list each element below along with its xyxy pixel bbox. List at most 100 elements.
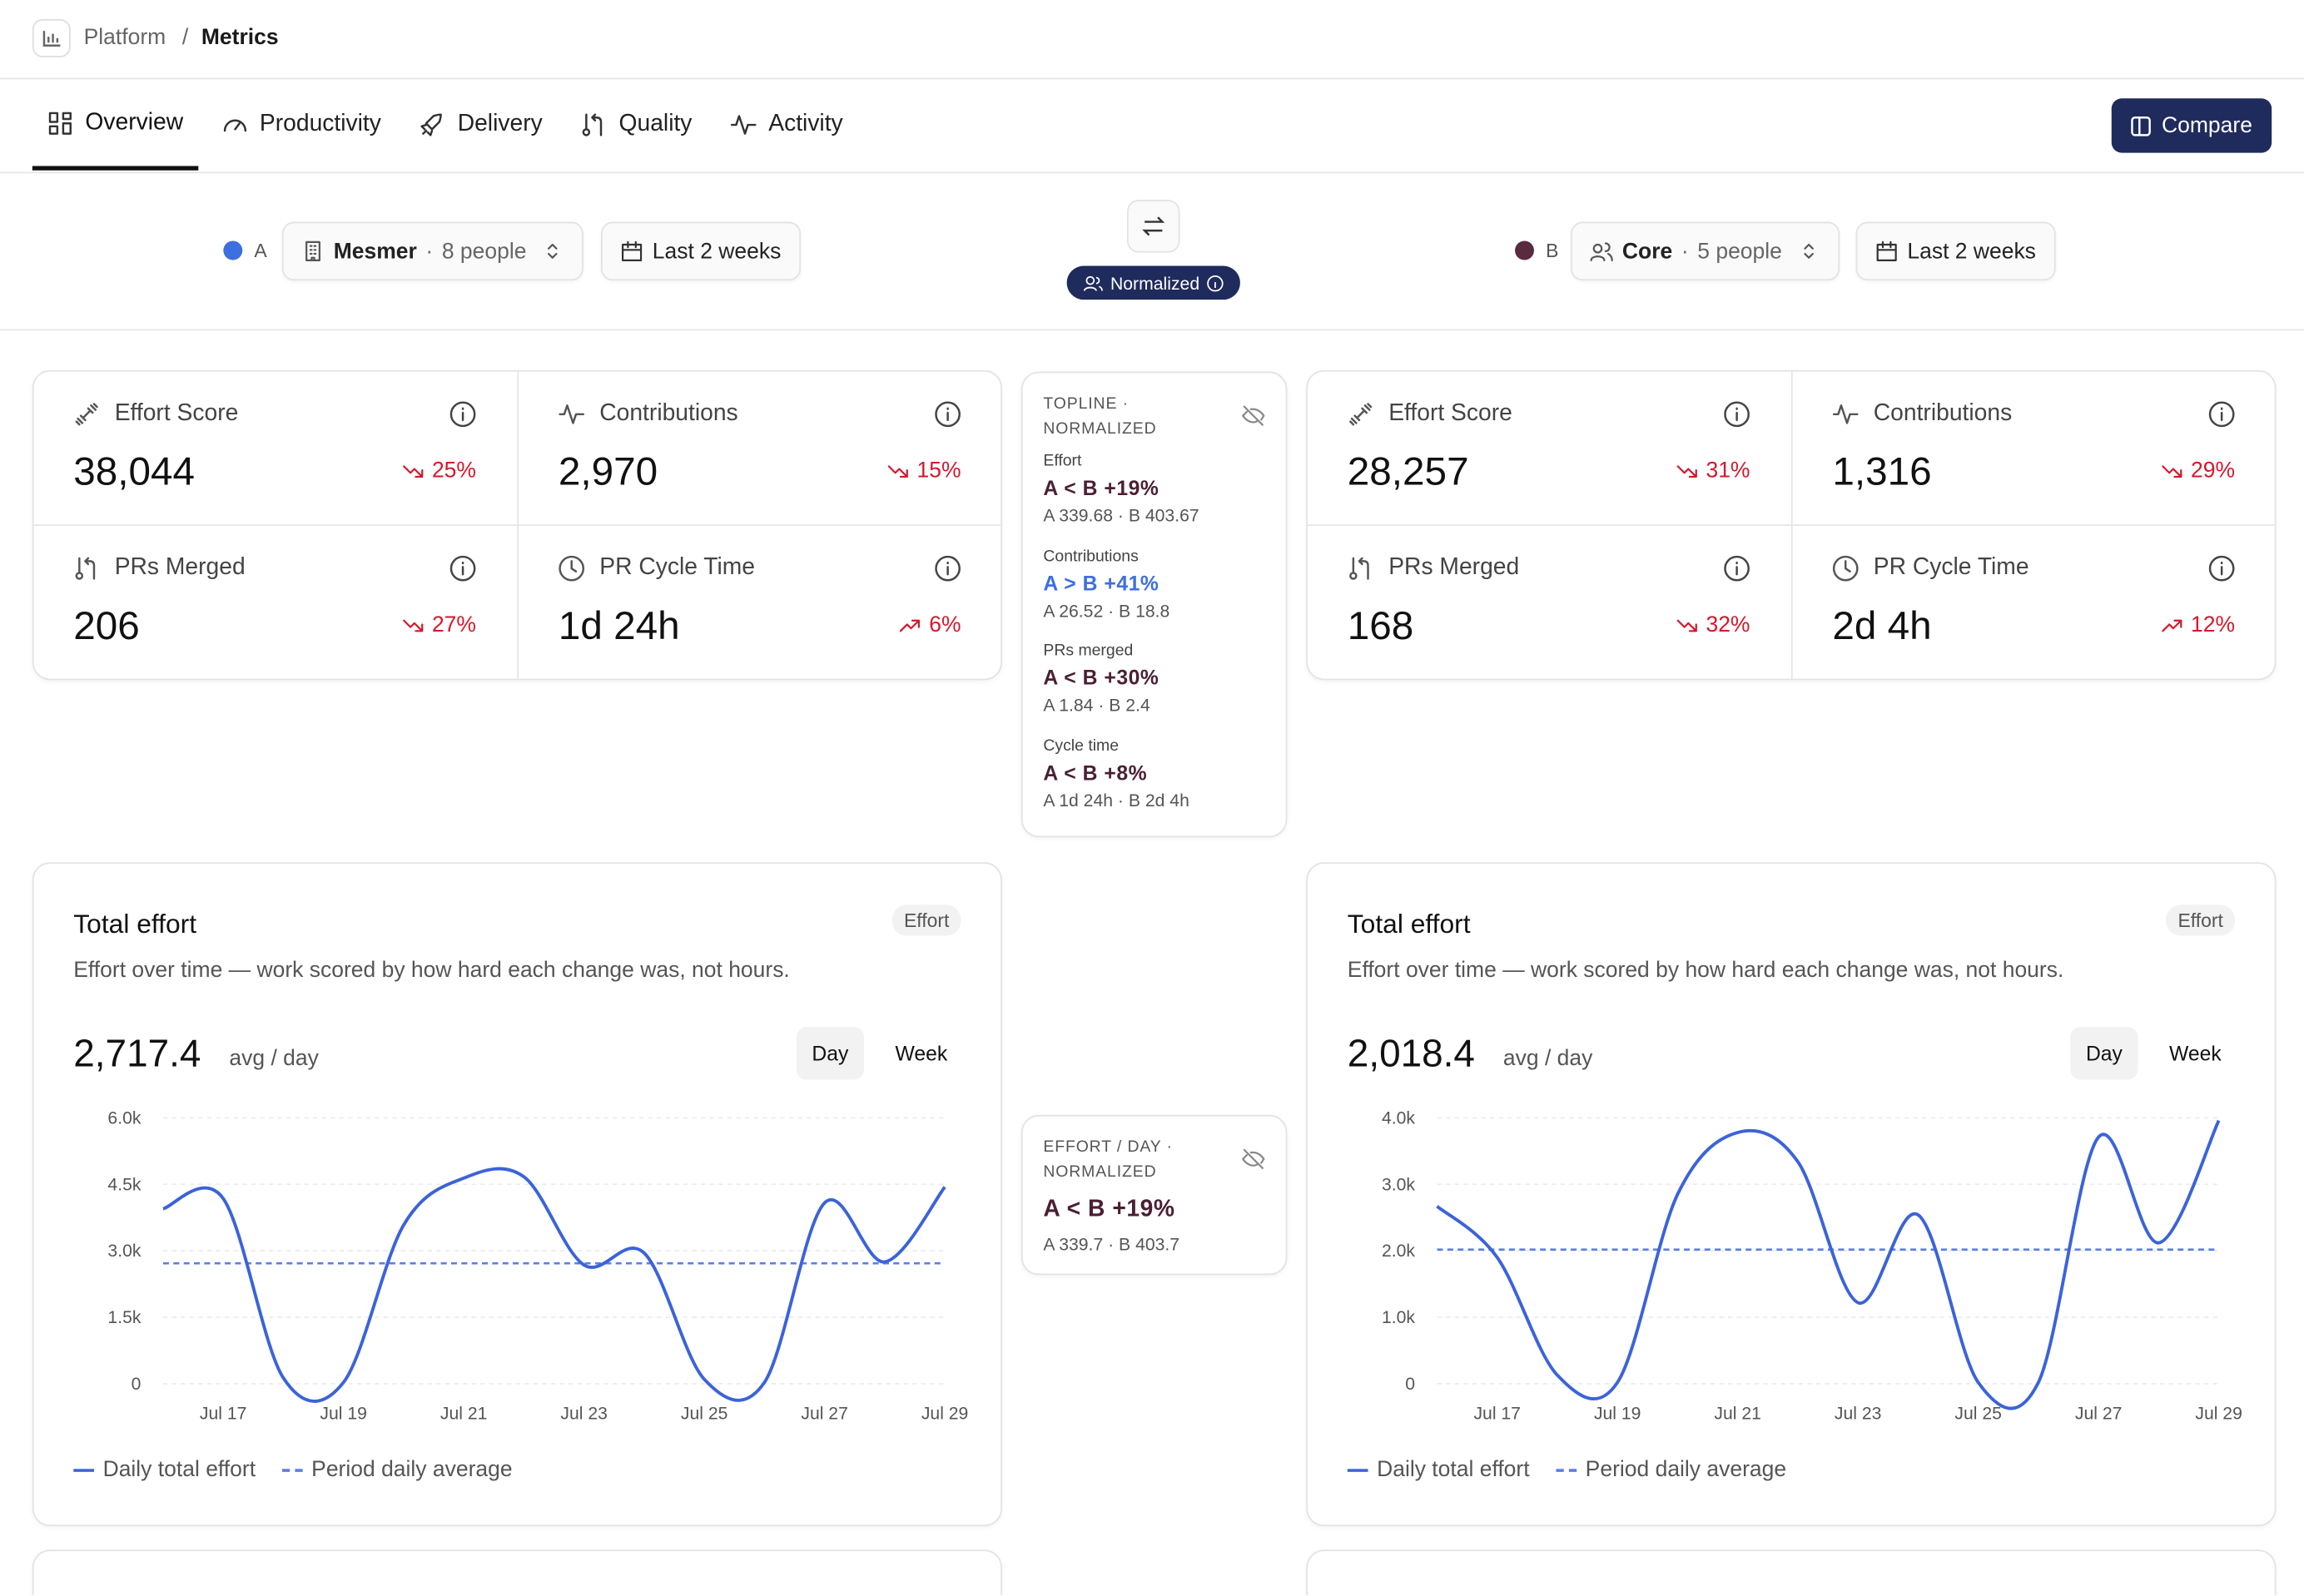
kpi-cell: PR Cycle Time 2d 4h 12% <box>1793 526 2277 679</box>
topline-item: Cycle time A < B +8% A 1d 24h · B 2d 4h <box>1043 736 1189 810</box>
tab[interactable]: Quality <box>566 79 707 170</box>
toggle-option[interactable]: Day <box>2070 1026 2138 1080</box>
tab[interactable]: Activity <box>716 79 858 170</box>
kpi-delta-value: 12% <box>2191 612 2236 638</box>
kpi-cell: PR Cycle Time 1d 24h 6% <box>519 526 1002 679</box>
icon <box>305 240 320 261</box>
item-label: Cycle time <box>1043 736 1120 755</box>
kpi-value: 1d 24h <box>558 603 680 648</box>
kpi-value: 206 <box>73 603 140 648</box>
x-tick-label: Jul 29 <box>2195 1404 2242 1423</box>
kpi-delta: 6% <box>900 612 961 637</box>
kpi-card: Effort Score 28,257 31% Contributions 1,316 2… <box>1306 369 2277 681</box>
icon-path <box>1803 243 1814 259</box>
icon <box>2131 116 2152 136</box>
range-selector[interactable]: Last 2 weeks <box>601 221 801 281</box>
tab[interactable]: Productivity <box>206 79 395 170</box>
icon-path <box>48 111 72 134</box>
icon <box>449 555 476 582</box>
item-detail: A 1d 24h · B 2d 4h <box>1043 789 1189 810</box>
team-selector[interactable]: Core · 5 people <box>1571 221 1840 281</box>
tab[interactable]: Overview <box>32 79 198 171</box>
icon <box>1803 243 1814 259</box>
team-dot: · <box>1681 238 1689 264</box>
y-tick-label: 3.0k <box>1382 1175 1415 1194</box>
breadcrumb-root[interactable]: Platform <box>83 25 166 51</box>
icon-path <box>449 401 476 428</box>
chart-card: Total effort Effort Effort over time — wor… <box>1306 862 2277 1527</box>
selector-row <box>0 173 2304 331</box>
chart: 0 1.0k 2.0k 3.0k 4.0k Jul 17 Jul 19 Jul 21 Jul 2… <box>1382 1108 2242 1423</box>
kpi-value: 1,316 <box>1832 449 1932 494</box>
range-label: Last 2 weeks <box>652 238 782 264</box>
y-tick-label: 4.5k <box>107 1175 141 1194</box>
item-result: A < B +8% <box>1043 760 1148 784</box>
range-selector[interactable]: Last 2 weeks <box>1855 221 2055 281</box>
effort-day-detail: A 339.7 · B 403.7 <box>1043 1233 1180 1255</box>
icon <box>403 618 424 632</box>
y-tick-label: 2.0k <box>1382 1242 1415 1261</box>
legend: Daily total effort Period daily average <box>73 1457 513 1482</box>
icon <box>1590 242 1613 261</box>
panel-badge: Effort <box>2166 905 2236 936</box>
icon <box>1142 216 1165 236</box>
y-tick-label: 1.0k <box>1382 1308 1415 1327</box>
icon <box>1207 275 1224 291</box>
toggle-option[interactable]: Day <box>796 1026 865 1080</box>
icon <box>403 464 424 478</box>
icon-path <box>421 113 443 136</box>
icon <box>559 555 584 582</box>
panel-title: Total effort <box>1347 909 1471 939</box>
chart: 0 1.5k 3.0k 4.5k 6.0k Jul 17 Jul 19 Jul 21 Jul 2… <box>107 1108 968 1423</box>
panel-description: Effort over time — work scored by how ha… <box>73 957 790 983</box>
icon-path <box>582 113 603 136</box>
icon-path <box>449 555 476 582</box>
icon-path <box>403 618 424 632</box>
x-tick-label: Jul 25 <box>681 1404 728 1423</box>
tab-label: Productivity <box>259 112 381 137</box>
icon-path <box>2162 618 2182 632</box>
icon-path <box>1676 464 1697 478</box>
topline-item: PRs merged A < B +30% A 1.84 · B 2.4 <box>1043 642 1159 715</box>
normalized-pill[interactable]: Normalized <box>1066 265 1240 300</box>
icon-path <box>900 618 921 632</box>
compare-button[interactable]: Compare <box>2111 98 2272 153</box>
kpi-delta: 27% <box>403 612 476 637</box>
bottom-card <box>32 1549 1002 1596</box>
icon-path <box>935 401 961 428</box>
side-letter: A <box>254 239 267 262</box>
icon-path <box>1724 401 1750 428</box>
icon <box>48 111 72 134</box>
icon-path <box>730 115 757 135</box>
item-detail: A 26.52 · B 18.8 <box>1043 600 1170 621</box>
topline-title: TOPLINE · NORMALIZED <box>1043 394 1157 439</box>
topline-item: Contributions A > B +41% A 26.52 · B 18.8 <box>1043 548 1169 621</box>
legend-swatch <box>281 1468 303 1471</box>
chart-card: Total effort Effort Effort over time — wor… <box>32 862 1002 1527</box>
icon <box>548 243 559 259</box>
bottom-card <box>1306 1549 2277 1596</box>
kpi-delta-value: 6% <box>929 612 961 638</box>
effort-day-card: EFFORT / DAY · NORMALIZED A < B +19% A 339… <box>1020 1114 1288 1276</box>
x-tick-label: Jul 17 <box>200 1404 247 1423</box>
kpi-card: Effort Score 38,044 25% Contributions 2,970 1… <box>32 369 1002 681</box>
icon <box>2208 555 2235 582</box>
icon <box>1349 403 1373 426</box>
kpi-delta: 15% <box>887 458 961 483</box>
kpi-value: 2d 4h <box>1832 603 1932 648</box>
topline-card: TOPLINE · NORMALIZED Effort A < B +19% A 33… <box>1020 371 1288 838</box>
kpi-delta: 29% <box>2162 458 2235 483</box>
toggle-option[interactable]: Week <box>895 1041 948 1065</box>
toggle-option[interactable]: Week <box>2168 1041 2222 1065</box>
kpi-cell: Effort Score 38,044 25% <box>34 372 518 525</box>
icon <box>1349 557 1369 580</box>
line <box>162 1167 946 1403</box>
breadcrumb-separator: / <box>181 25 189 51</box>
y-tick-label: 4.0k <box>1382 1108 1415 1128</box>
team-name: Mesmer <box>333 238 417 264</box>
team-selector[interactable]: Mesmer · 8 people <box>281 221 584 281</box>
x-tick-label: Jul 23 <box>1835 1404 1881 1423</box>
tab[interactable]: Delivery <box>405 79 557 170</box>
legend-swatch <box>73 1468 94 1471</box>
swap-button[interactable] <box>1126 200 1180 253</box>
